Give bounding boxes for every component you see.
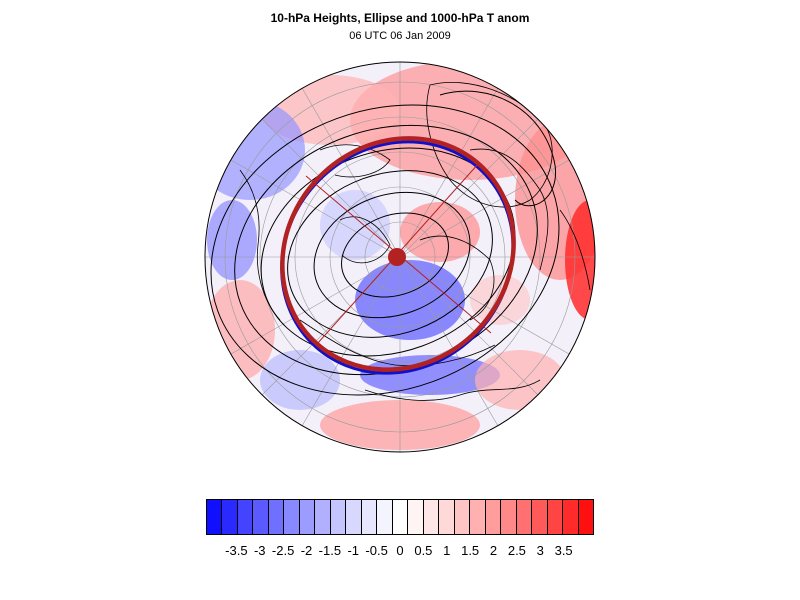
colorbar-tick-label: 2.5 (507, 543, 526, 558)
colorbar-swatch (485, 500, 502, 534)
colorbar-tick-label: -2.5 (271, 543, 295, 558)
colorbar-swatch (547, 500, 564, 534)
colorbar-swatch (268, 500, 285, 534)
colorbar-swatch (392, 500, 409, 534)
colorbar-swatch (454, 500, 471, 534)
colorbar-swatch (377, 500, 393, 534)
colorbar-tick-label: 3 (536, 543, 544, 558)
colorbar-swatch (330, 500, 347, 534)
colorbar-swatch (284, 500, 300, 534)
colorbar-tick-label: -3.5 (225, 543, 248, 558)
colorbar-swatch (439, 500, 455, 534)
map-boundary (204, 61, 596, 453)
colorbar-swatch (563, 500, 579, 534)
colorbar-tick-label: -2 (300, 543, 313, 558)
colorbar-tick-label: 2 (489, 543, 498, 558)
coastlines (239, 82, 591, 401)
colorbar-tick-label: -1.5 (318, 543, 342, 558)
colorbar-tick-label: 3.5 (554, 543, 573, 558)
colorbar-tick-label: 0 (396, 543, 404, 558)
colorbar-swatch (516, 500, 533, 534)
colorbar-tick-label: 0.5 (414, 543, 433, 558)
colorbar-swatch (237, 500, 254, 534)
colorbar-tick-label: -3 (253, 543, 266, 558)
colorbar-tick-labels: -3.5 -3 -2.5 -2 -1.5 -1 -0.5 0 0.5 1 1.5 2 2.5 3 3.5 (0, 543, 800, 563)
colorbar-swatch (253, 500, 269, 534)
colorbar-tick-label: -0.5 (365, 543, 388, 558)
colorbar-swatch (299, 500, 316, 534)
map-disk (205, 62, 595, 452)
colorbar-swatch (470, 500, 486, 534)
colorbar-swatch (346, 500, 362, 534)
ellipse-center-marker (388, 248, 406, 266)
colorbar-swatch (423, 500, 440, 534)
colorbar-swatch (222, 500, 238, 534)
colorbar-swatch (361, 500, 378, 534)
colorbar-swatch (501, 500, 517, 534)
colorbar-swatch (315, 500, 331, 534)
colorbar (206, 499, 594, 535)
colorbar-swatch (408, 500, 424, 534)
colorbar-swatch (532, 500, 548, 534)
colorbar-tick-label: 1 (443, 543, 451, 558)
colorbar-swatch (207, 500, 223, 534)
colorbar-swatch (578, 500, 594, 534)
map-title: 10-hPa Heights, Ellipse and 1000-hPa T a… (270, 11, 530, 25)
map-subtitle: 06 UTC 06 Jan 2009 (349, 30, 451, 42)
colorbar-tick-label: -1 (347, 543, 360, 558)
colorbar-tick-label: 1.5 (461, 543, 480, 558)
vortex-ellipse (280, 136, 516, 375)
